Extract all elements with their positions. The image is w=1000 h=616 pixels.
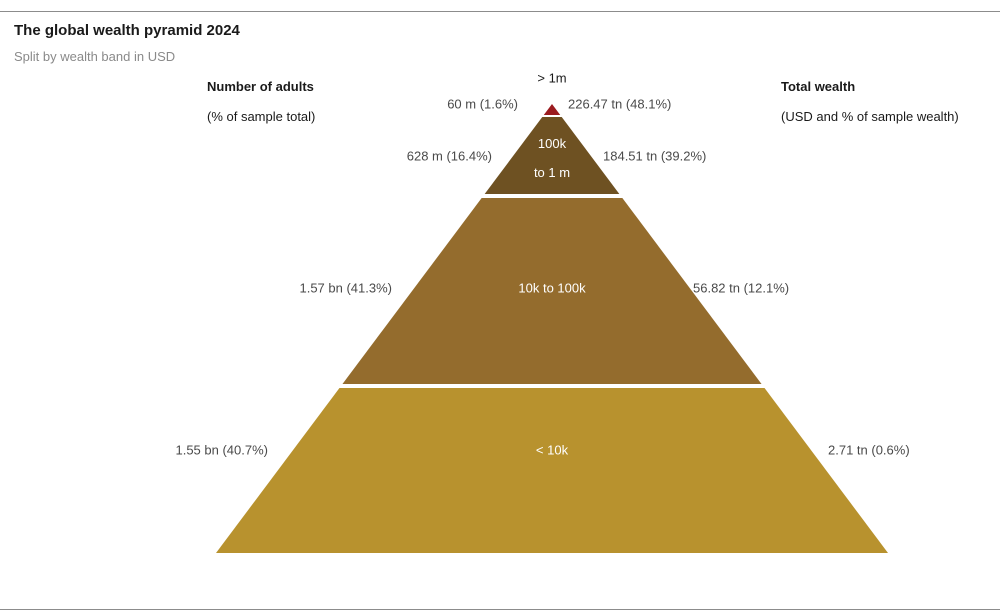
- wealth-label-1: 184.51 tn (39.2%): [603, 148, 706, 163]
- band-label-0: > 1m: [537, 70, 566, 85]
- band-label-3: < 10k: [536, 442, 569, 457]
- adults-label-0: 60 m (1.6%): [447, 96, 518, 111]
- adults-label-3: 1.55 bn (40.7%): [175, 442, 268, 457]
- chart-title: The global wealth pyramid 2024: [14, 22, 240, 39]
- adults-label-1: 628 m (16.4%): [407, 148, 492, 163]
- chart-subtitle: Split by wealth band in USD: [14, 49, 176, 64]
- top-rule: [0, 11, 1000, 12]
- pyramid-band-3: [216, 388, 888, 553]
- pyramid-band-2: [342, 198, 762, 384]
- wealth-column-heading: Total wealth: [781, 79, 856, 94]
- adults-column-subheading: (% of sample total): [207, 109, 316, 124]
- pyramid-band-1: [484, 117, 620, 194]
- adults-column-heading: Number of adults: [207, 79, 314, 94]
- wealth-label-3: 2.71 tn (0.6%): [828, 442, 910, 457]
- wealth-column-subheading: (USD and % of sample wealth): [781, 109, 959, 124]
- band-label-2: 10k to 100k: [518, 280, 586, 295]
- band-label-1: 100k to 1 m: [534, 136, 570, 180]
- bottom-rule: [0, 609, 1000, 610]
- pyramid-band-0: [543, 104, 561, 115]
- wealth-label-2: 56.82 tn (12.1%): [693, 280, 789, 295]
- adults-label-2: 1.57 bn (41.3%): [299, 280, 392, 295]
- wealth-label-0: 226.47 tn (48.1%): [568, 96, 671, 111]
